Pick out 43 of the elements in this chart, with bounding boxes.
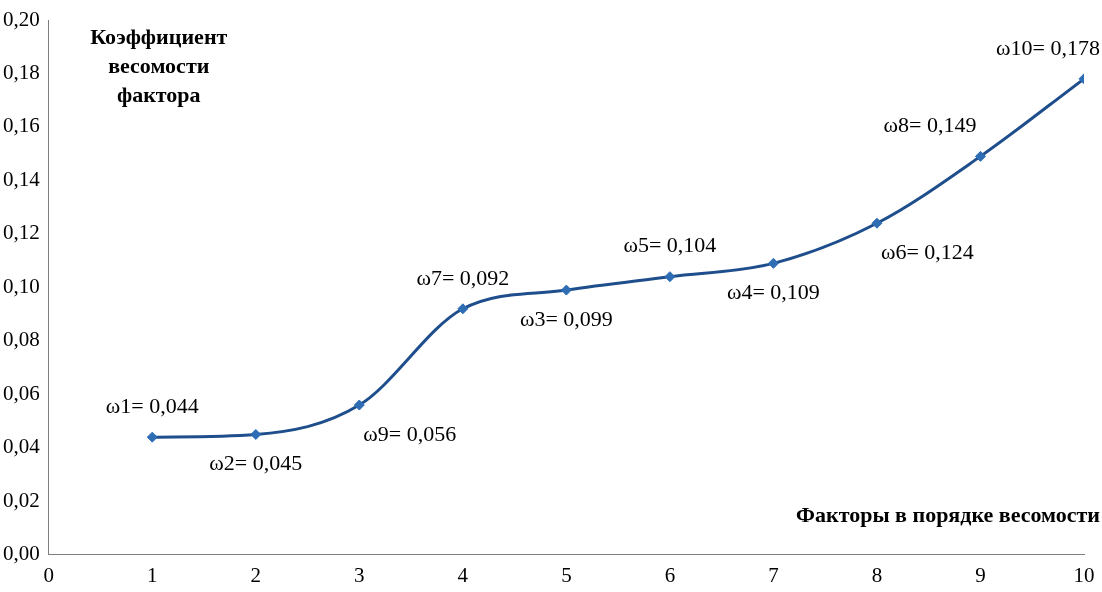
y-tick-label: 0,04 [3, 434, 41, 459]
data-label: ω5= 0,104 [623, 232, 717, 258]
data-label: ω9= 0,056 [363, 420, 457, 446]
y-tick-label: 0,08 [3, 327, 40, 352]
point [353, 399, 365, 411]
x-tick-label: 8 [871, 562, 883, 587]
point [146, 431, 158, 443]
data-label: ω3= 0,099 [519, 305, 613, 331]
y-tick-label: 0,18 [3, 60, 40, 84]
data-label: ω7= 0,092 [416, 264, 510, 290]
y-tick-label: 0,14 [3, 166, 41, 191]
y-tick-label: 0,12 [3, 220, 40, 245]
x-tick-label: 4 [457, 562, 469, 587]
data-label: ω1= 0,044 [105, 392, 199, 418]
point [560, 284, 572, 296]
x-tick-label: 1 [147, 562, 158, 587]
x-tick-label: 9 [975, 562, 986, 587]
y-tick-label: 0,02 [3, 487, 40, 512]
x-tick-label: 0 [43, 562, 54, 587]
x-tick-label: 5 [561, 562, 572, 587]
y-tick-label: 0,06 [3, 380, 40, 405]
y-tick-label: 0,20 [3, 6, 40, 31]
y-tick-label: 0,00 [3, 541, 40, 566]
point [767, 257, 779, 269]
data-label: ω4= 0,109 [726, 279, 820, 305]
x-tick-label: 2 [250, 562, 262, 587]
data-label: ω6= 0,124 [880, 239, 974, 265]
x-tick-label: 3 [354, 562, 365, 587]
point [974, 150, 986, 162]
y-axis-title: Коэффициент весомости фактора [90, 23, 228, 107]
y-tick-label: 0,16 [3, 113, 40, 138]
data-label: ω10= 0,178 [996, 34, 1100, 60]
data-label: ω2= 0,045 [209, 450, 303, 476]
point [871, 217, 883, 229]
point [457, 303, 469, 315]
x-tick-label: 7 [768, 562, 779, 587]
point [664, 271, 676, 283]
x-tick-label: 10 [1073, 562, 1095, 587]
y-tick-label: 0,10 [3, 273, 40, 298]
data-label: ω8= 0,149 [883, 112, 977, 138]
x-tick-label: 6 [664, 562, 676, 587]
x-axis-title: Факторы в порядке весомости [796, 502, 1101, 528]
point [250, 428, 262, 440]
